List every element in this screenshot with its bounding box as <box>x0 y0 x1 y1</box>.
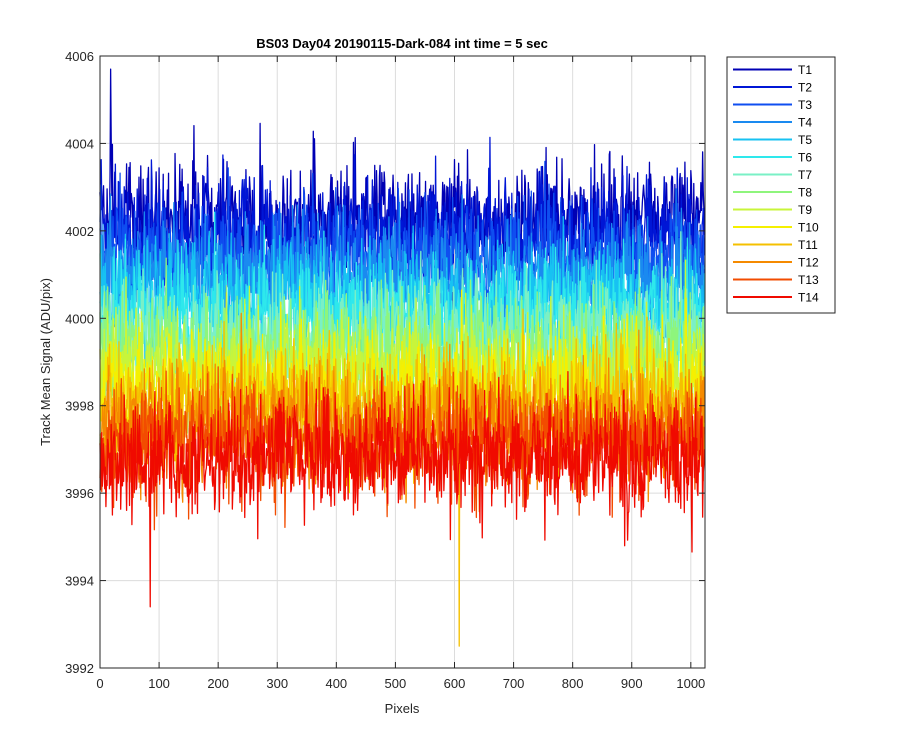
legend-entry-t13: T13 <box>733 273 819 287</box>
legend-label: T12 <box>798 256 819 270</box>
legend-label: T3 <box>798 98 812 112</box>
legend-label: T13 <box>798 273 819 287</box>
x-tick-label: 500 <box>385 676 407 691</box>
legend-entry-t1: T1 <box>733 63 812 77</box>
legend-label: T11 <box>798 238 818 252</box>
x-tick-label: 200 <box>207 676 229 691</box>
y-tick-label: 4004 <box>65 136 94 151</box>
y-axis-label: Track Mean Signal (ADU/pix) <box>38 278 53 446</box>
legend-entry-t12: T12 <box>733 256 819 270</box>
chart-title: BS03 Day04 20190115-Dark-084 int time = … <box>256 36 548 51</box>
legend-label: T9 <box>798 203 812 217</box>
y-tick-label: 3992 <box>65 661 94 676</box>
legend-entry-t4: T4 <box>733 116 812 130</box>
x-tick-label: 900 <box>621 676 643 691</box>
x-tick-label: 1000 <box>676 676 705 691</box>
legend-entry-t10: T10 <box>733 221 819 235</box>
x-tick-label: 600 <box>444 676 466 691</box>
x-tick-label: 700 <box>503 676 525 691</box>
legend-label: T14 <box>798 291 819 305</box>
legend-entry-t2: T2 <box>733 81 812 95</box>
legend-entry-t11: T11 <box>733 238 818 252</box>
legend-label: T4 <box>798 116 812 130</box>
y-tick-label: 4006 <box>65 49 94 64</box>
legend-label: T7 <box>798 168 812 182</box>
y-tick-label: 3996 <box>65 486 94 501</box>
legend-entry-t5: T5 <box>733 133 812 147</box>
axis-ticks: 0 100 200 300 400 500 600 700 800 900 1000 3992 3994… <box>65 49 705 691</box>
legend-label: T10 <box>798 221 819 235</box>
legend-label: T8 <box>798 186 812 200</box>
x-tick-label: 100 <box>148 676 170 691</box>
legend-entry-t14: T14 <box>733 291 819 305</box>
series-line-t14 <box>99 367 706 608</box>
legend-box <box>726 56 836 314</box>
legend-label: T5 <box>798 133 812 147</box>
x-tick-label: 300 <box>266 676 288 691</box>
y-tick-label: 3998 <box>65 399 94 414</box>
legend-entry-t7: T7 <box>733 168 812 182</box>
series-line-t10 <box>99 289 706 494</box>
legend: T1 T2 T3 T4 T5 T6 T7 T8 T9 T10 T11 T12 T13 T14 <box>726 56 836 314</box>
x-tick-label: 0 <box>96 676 103 691</box>
legend-entry-t9: T9 <box>733 203 812 217</box>
legend-entry-t6: T6 <box>733 151 812 165</box>
y-tick-label: 3994 <box>65 574 94 589</box>
legend-label: T2 <box>798 81 812 95</box>
series-layer <box>99 68 706 647</box>
x-tick-label: 400 <box>325 676 347 691</box>
y-tick-label: 4002 <box>65 224 94 239</box>
y-tick-label: 4000 <box>65 311 94 326</box>
plot-box <box>99 55 706 669</box>
legend-label: T6 <box>798 151 812 165</box>
legend-entry-t3: T3 <box>733 98 812 112</box>
legend-label: T1 <box>798 63 812 77</box>
legend-entry-t8: T8 <box>733 186 812 200</box>
x-axis-label: Pixels <box>385 701 420 716</box>
x-tick-label: 800 <box>562 676 584 691</box>
